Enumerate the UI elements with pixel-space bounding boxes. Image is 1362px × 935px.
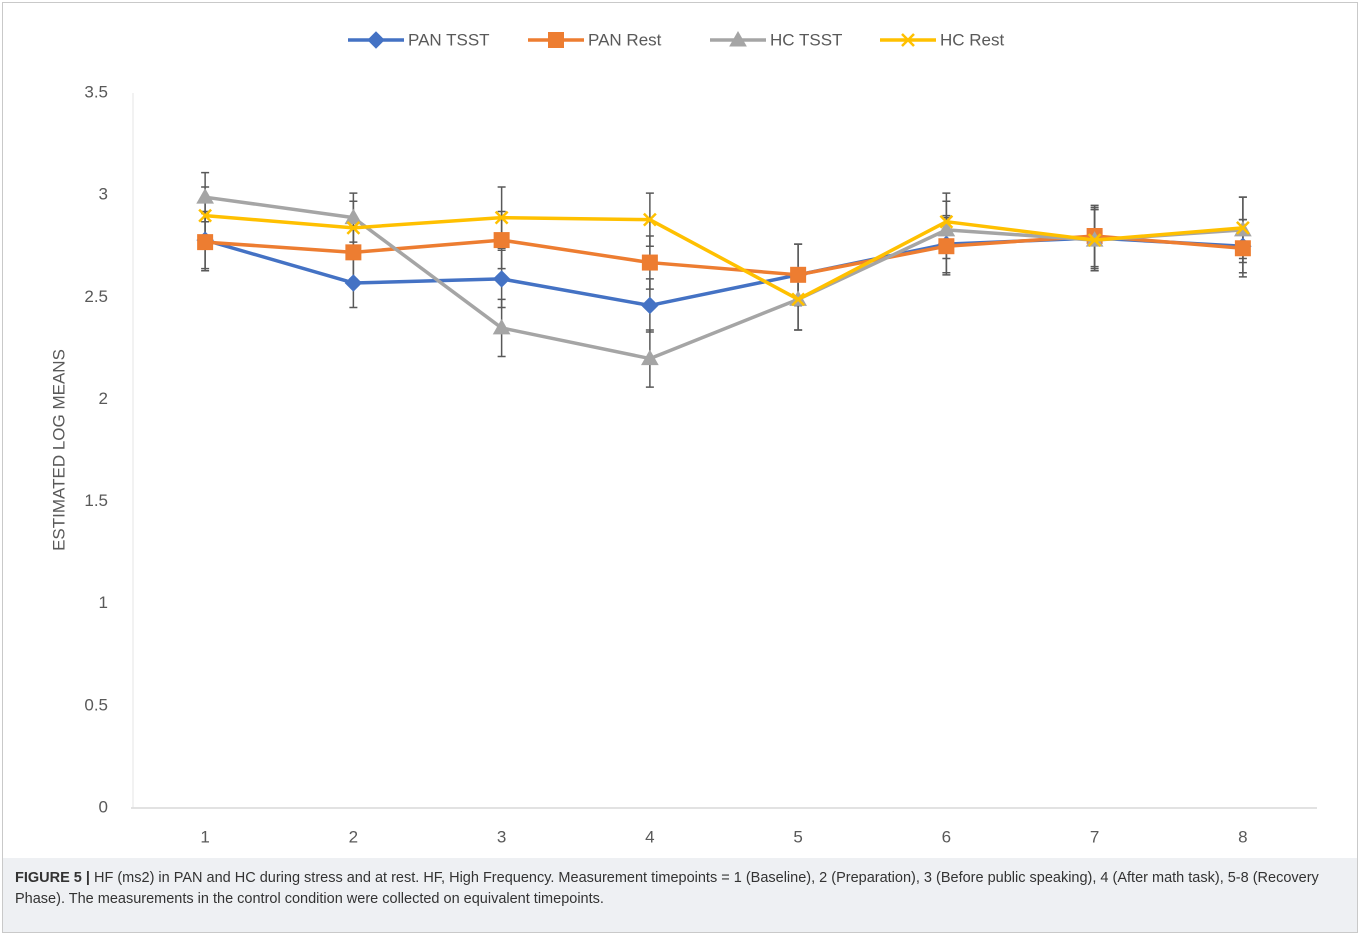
marker [198, 208, 213, 223]
marker [901, 33, 915, 47]
marker [729, 30, 747, 47]
y-tick-label: 2 [99, 389, 108, 408]
marker [937, 220, 956, 237]
legend-item: HC TSST [710, 30, 842, 49]
marker [641, 254, 658, 271]
marker [548, 32, 564, 48]
series-line [204, 195, 1244, 361]
marker [346, 220, 361, 235]
y-tick-label: 3 [99, 185, 108, 204]
marker [790, 266, 807, 283]
chart: ESTIMATED LOG MEANS 0 0.5 1 1.5 2 2.5 3 3.5 1 2 3 4… [49, 30, 1317, 846]
marker [492, 270, 511, 288]
legend-label: HC Rest [940, 30, 1005, 49]
marker [1235, 220, 1250, 235]
legend-item: PAN TSST [348, 30, 490, 49]
y-tick-label: 0 [99, 797, 108, 816]
y-tick-label: 1.5 [84, 491, 108, 510]
y-axis-label: ESTIMATED LOG MEANS [49, 349, 68, 551]
marker [791, 292, 806, 307]
x-tick-label: 1 [200, 827, 209, 846]
marker [939, 214, 954, 229]
legend-label: PAN Rest [588, 30, 662, 49]
x-tick-label: 8 [1238, 827, 1247, 846]
caption: FIGURE 5 | HF (ms2) in PAN and HC during… [3, 858, 1357, 932]
marker [345, 244, 362, 261]
legend-label: HC TSST [770, 30, 842, 49]
marker [344, 208, 363, 225]
marker [1087, 233, 1102, 247]
legend-item: PAN Rest [528, 30, 662, 49]
marker [1234, 240, 1251, 257]
y-tick-label: 2.5 [84, 287, 108, 306]
marker [493, 232, 510, 249]
x-tick-label: 2 [349, 827, 358, 846]
marker [641, 296, 659, 315]
marker [642, 212, 657, 227]
marker [641, 349, 659, 366]
legend-label: PAN TSST [408, 30, 490, 49]
x-tick-label: 3 [497, 827, 506, 846]
x-tick-label: 5 [793, 827, 802, 846]
legend-item: HC Rest [880, 30, 1005, 49]
x-tick-label: 4 [645, 827, 654, 846]
caption-label: FIGURE 5 | [15, 870, 90, 886]
y-tick-label: 0.5 [84, 695, 108, 714]
marker [494, 210, 509, 225]
x-tick-label: 6 [942, 827, 951, 846]
series-line [204, 213, 1244, 302]
marker [367, 31, 385, 49]
y-tick-label: 3.5 [84, 82, 108, 101]
marker [492, 318, 511, 335]
caption-text: HF (ms2) in PAN and HC during stress and… [15, 870, 1319, 907]
marker [344, 274, 363, 292]
marker [197, 234, 214, 251]
marker [196, 188, 214, 204]
marker [938, 238, 955, 255]
y-tick-label: 1 [99, 593, 108, 612]
x-tick-label: 7 [1090, 827, 1099, 846]
